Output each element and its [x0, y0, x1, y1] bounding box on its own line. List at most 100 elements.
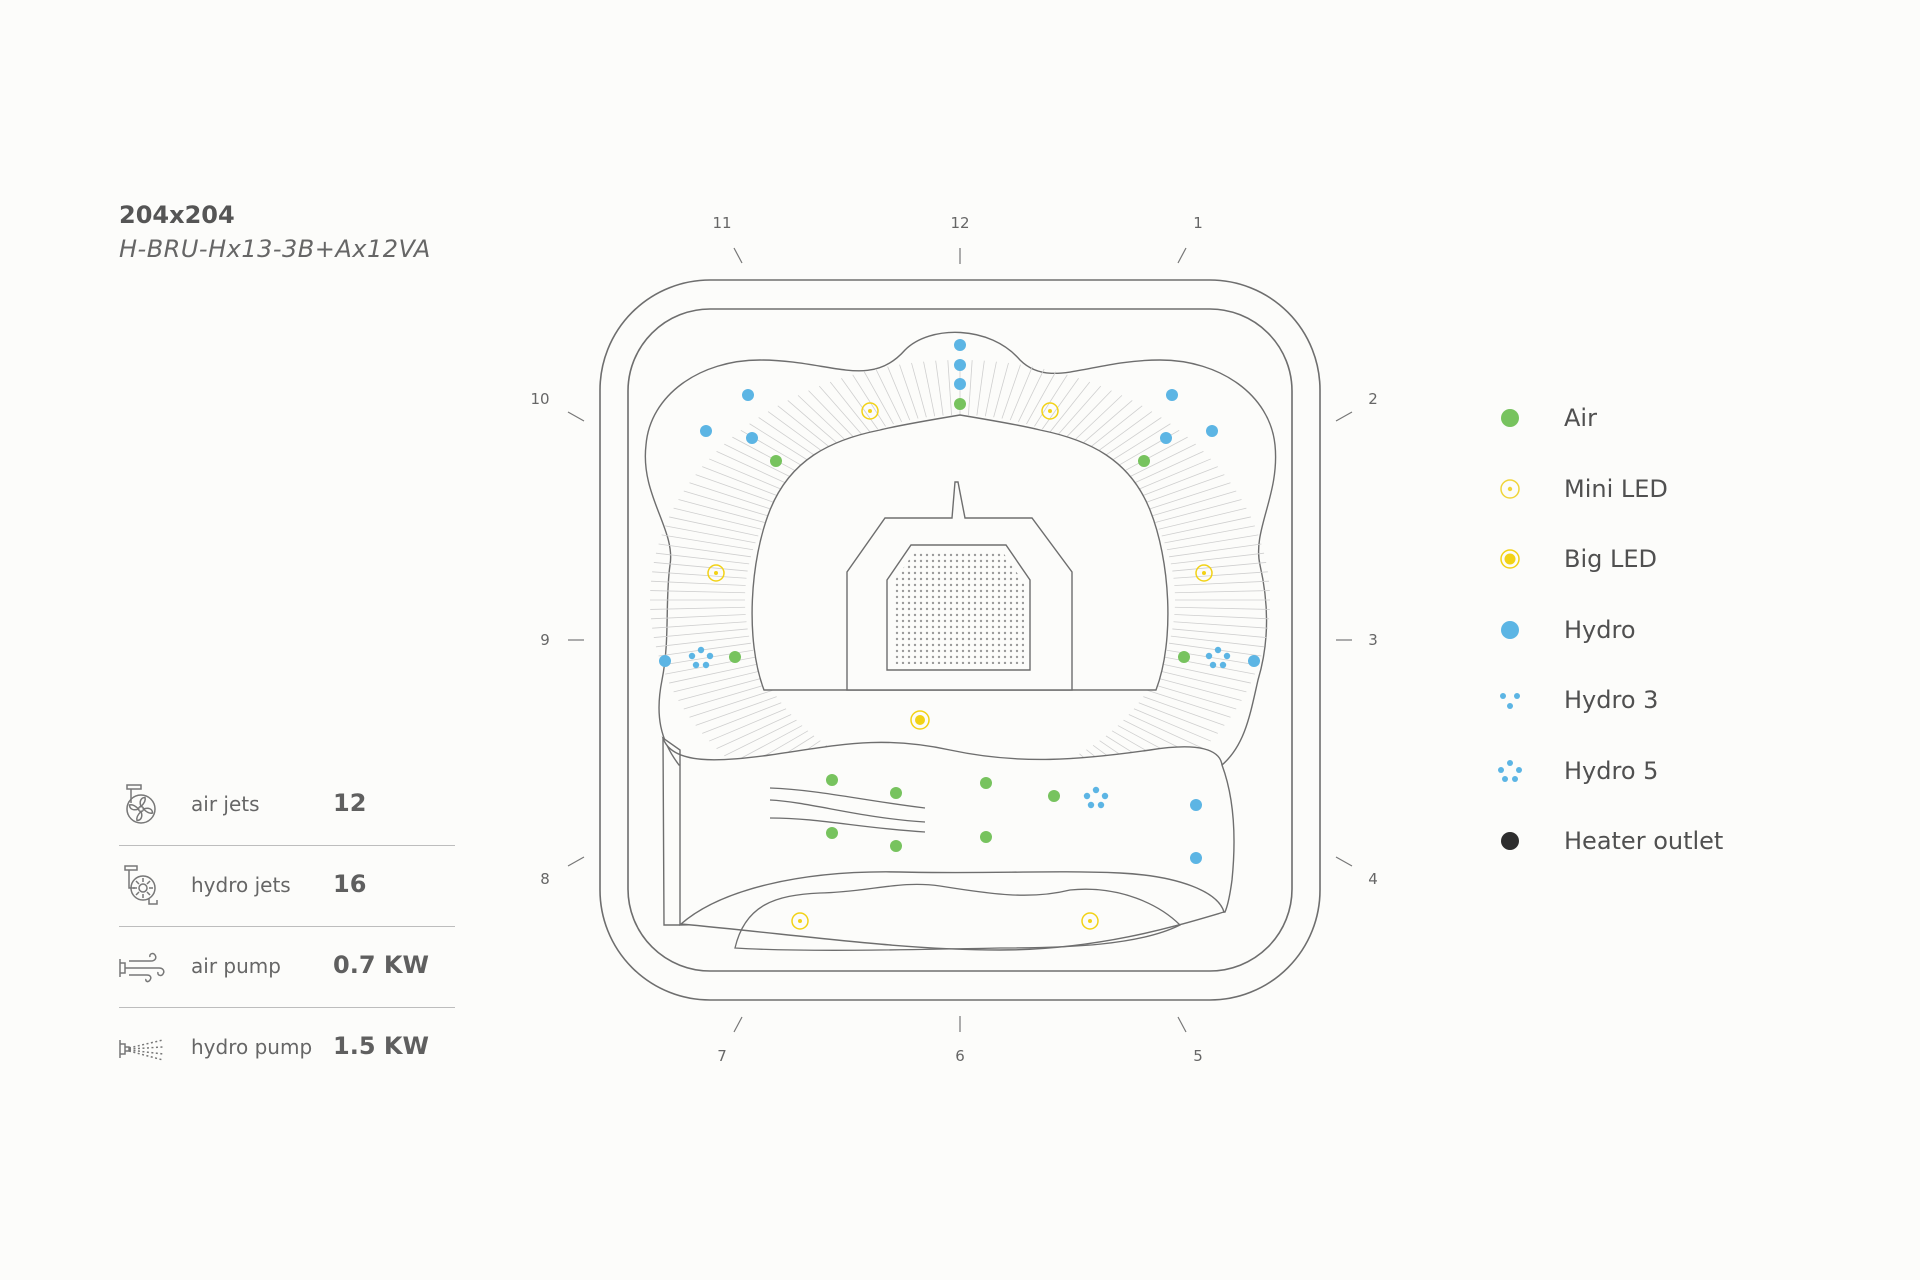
mini-led-dot — [1202, 571, 1206, 575]
hydro-jet — [1206, 425, 1218, 437]
seat-hatch-line — [863, 371, 894, 425]
seat-hatch-line — [669, 516, 759, 537]
seat-hatch-line — [829, 381, 871, 433]
hydro-5-jet — [706, 652, 714, 660]
seat-hatch-line — [1174, 590, 1270, 594]
spec-label: hydro jets — [191, 873, 291, 897]
seat-hatch-line — [1174, 580, 1270, 586]
seat-hatch-line — [1147, 690, 1231, 718]
clock-label-7: 7 — [717, 1047, 727, 1065]
air-jet — [1178, 651, 1190, 663]
hydro-5-jet — [1219, 661, 1227, 669]
lounge-stripe-1 — [769, 787, 926, 809]
air-jet — [729, 651, 741, 663]
seat-hatch-line — [899, 364, 919, 419]
seat-hatch-line — [673, 670, 762, 693]
seat-hatch-line — [1151, 683, 1237, 710]
legend-label: Heater outlet — [1564, 827, 1724, 855]
air-jet — [890, 787, 902, 799]
mini-led — [1195, 564, 1213, 582]
tub-inner-rim — [627, 308, 1293, 972]
hydro-jet — [954, 378, 966, 390]
legend-label: Hydro — [1564, 615, 1636, 644]
seat-hatch-line — [808, 390, 856, 439]
seat-hatch-line — [1147, 482, 1231, 510]
center-grate — [893, 551, 1024, 664]
mini-led-dot — [798, 919, 802, 923]
seat-hatch-line — [652, 621, 747, 629]
hydro-5-jet — [697, 646, 705, 654]
seat-hatch-line — [716, 451, 792, 486]
spec-row-air-pump: air pump 0.7 KW — [119, 927, 455, 1008]
seat-hatch-line — [1041, 378, 1079, 430]
seat-hatch-line — [1128, 714, 1204, 749]
spec-row-hydro-jets: hydro jets 16 — [119, 846, 455, 927]
seat-hatch-line — [1143, 696, 1225, 726]
hydro-jet — [742, 389, 754, 401]
hydro-5-jet — [1223, 652, 1231, 660]
seat-hatch-line — [1155, 677, 1242, 701]
seat-hatch-line — [923, 361, 936, 417]
seat-hatch-line — [1166, 534, 1259, 551]
hydro-5-jet — [702, 661, 710, 669]
seat-hatch-line — [732, 436, 803, 475]
hydro-3-icon — [1500, 693, 1520, 709]
lounge-edge — [662, 737, 680, 926]
mini-led — [861, 402, 879, 420]
seat-hatch-line — [1018, 368, 1045, 423]
seat-hatch-line — [1133, 458, 1211, 492]
mini-led — [1081, 912, 1099, 930]
seat-hatch-line — [1173, 621, 1268, 629]
seat-hatch-line — [758, 417, 821, 460]
seat-hatch-line — [652, 571, 747, 579]
seat-hatch-line — [1079, 400, 1133, 447]
seat-hatch-line — [1170, 552, 1265, 565]
hydro-jet — [659, 655, 671, 667]
legend-label: Air — [1564, 404, 1597, 432]
seat-hatch-line — [1105, 423, 1171, 465]
seat-hatch-line — [695, 474, 777, 504]
seat-hatch-line — [695, 696, 777, 726]
seat-hatch-line — [650, 606, 746, 610]
seat-hatch-line — [1001, 364, 1021, 419]
spec-label: air pump — [191, 954, 281, 978]
seat-hatch-line — [1158, 670, 1247, 693]
seat-hatch-line — [797, 395, 848, 443]
seat-hatch-line — [1138, 702, 1218, 734]
seat-hatch-line — [1155, 499, 1242, 523]
clock-label-3: 3 — [1368, 631, 1378, 649]
seat-hatch-line — [702, 702, 782, 734]
air-jet — [954, 398, 966, 410]
hydro-5-jet — [1092, 786, 1100, 794]
seat-hatch-line — [650, 590, 746, 594]
seat-hatch-line — [1072, 395, 1123, 443]
hydro-jet — [1190, 852, 1202, 864]
seat-hatch-line — [1161, 663, 1251, 684]
center-grate-border — [886, 544, 1031, 671]
big-led-dot — [915, 715, 925, 725]
seat-hatch-line — [935, 360, 944, 416]
hydro-jet — [1166, 389, 1178, 401]
seat-hatch-line — [1092, 411, 1153, 456]
seat-hatch-line — [1009, 366, 1033, 421]
seat-hatch-line — [787, 400, 841, 447]
air-jet — [826, 827, 838, 839]
model-code: H-BRU-Hx13-3B+Ax12VA — [119, 235, 431, 263]
hydro-jet — [1190, 799, 1202, 811]
seat-hatch-line — [984, 361, 997, 417]
spec-value: 1.5 KW — [333, 1032, 429, 1060]
mini-led-dot — [1048, 409, 1052, 413]
seat-hatch-line — [911, 362, 927, 418]
hydro-5-jet — [1097, 801, 1105, 809]
seat-hatch-line — [777, 405, 834, 451]
hydro-pump-icon — [119, 1039, 164, 1061]
seat-hatch-line — [841, 378, 879, 430]
air-jet — [770, 455, 782, 467]
spec-label: hydro pump — [191, 1035, 313, 1059]
hydro-5-jet — [1205, 652, 1213, 660]
seat-hatch-line — [732, 725, 803, 764]
seat-hatch-line — [1158, 507, 1247, 530]
lounge-stripe-3 — [769, 817, 926, 833]
seat-hatch-line — [1172, 628, 1267, 638]
seat-hatch-line — [749, 423, 815, 465]
